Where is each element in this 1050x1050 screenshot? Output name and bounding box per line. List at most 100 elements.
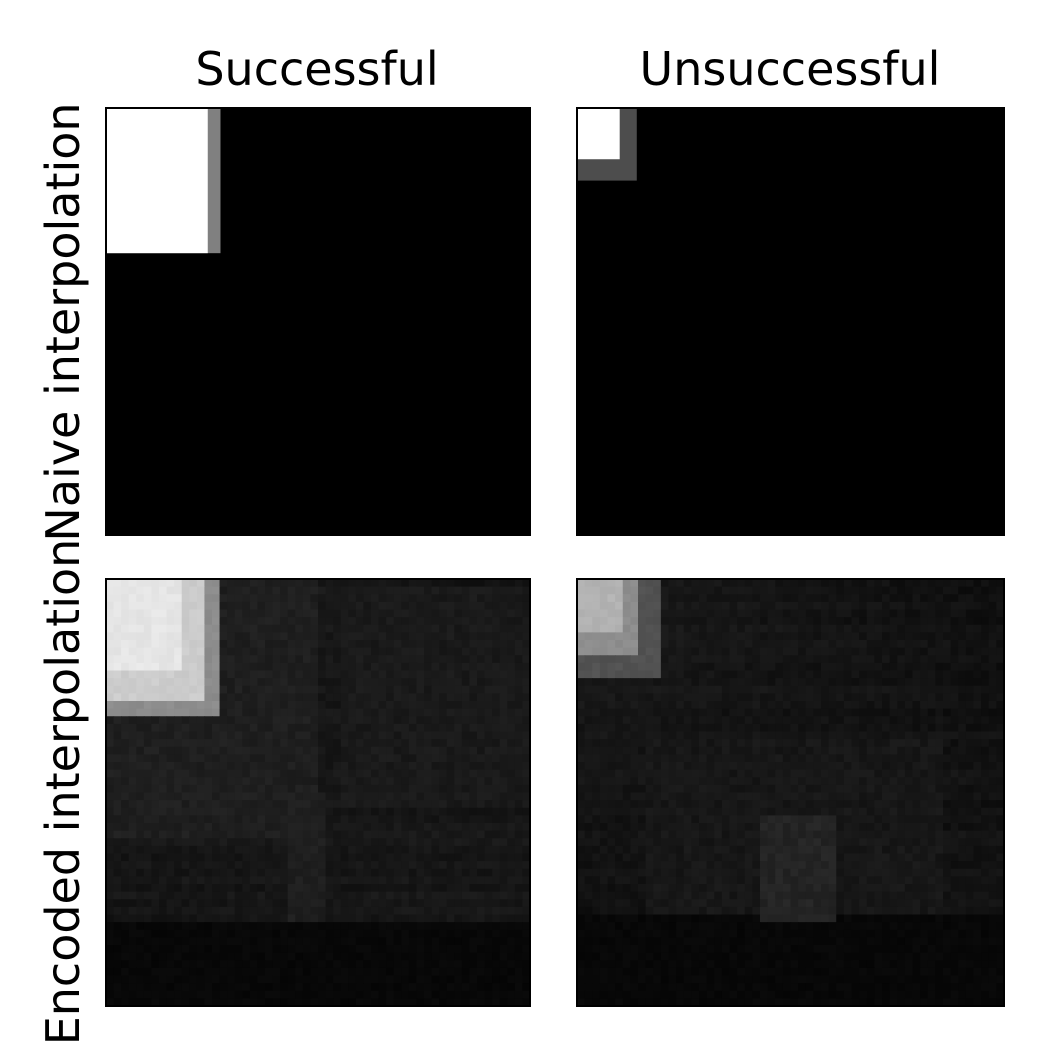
heatmap-cell <box>645 586 654 595</box>
heatmap-cell <box>257 777 266 786</box>
heatmap-cell <box>683 754 692 763</box>
heatmap-cell <box>431 876 440 885</box>
heatmap-cell <box>729 800 738 809</box>
heatmap-cell <box>348 845 357 855</box>
heatmap-cell <box>461 853 471 862</box>
heatmap-cell <box>676 777 685 786</box>
heatmap-cell <box>522 830 531 839</box>
heatmap-cell <box>683 731 692 740</box>
heatmap-cell <box>943 670 952 679</box>
heatmap-cell <box>408 960 418 969</box>
heatmap-cell <box>752 777 761 786</box>
heatmap-cell <box>737 670 746 679</box>
heatmap-cell <box>859 632 868 641</box>
heatmap-cell <box>607 693 616 702</box>
heatmap-cell <box>302 685 312 694</box>
heatmap-cell <box>615 792 624 801</box>
heatmap-cell <box>371 579 380 588</box>
heatmap-cell <box>782 693 792 702</box>
heatmap-cell <box>446 670 455 679</box>
heatmap-cell <box>401 777 410 786</box>
heatmap-cell <box>212 632 221 641</box>
heatmap-cell <box>393 647 402 656</box>
heatmap-cell <box>143 693 153 702</box>
heatmap-cell <box>106 876 115 885</box>
heatmap-cell <box>492 723 501 733</box>
heatmap-cell <box>996 640 1005 649</box>
heatmap-cell <box>927 792 936 801</box>
heatmap-cell <box>249 769 259 778</box>
heatmap-cell <box>318 815 327 824</box>
heatmap-cell <box>106 807 115 816</box>
heatmap-cell <box>371 632 380 641</box>
heatmap-cell <box>196 884 206 893</box>
heatmap-cell <box>507 990 516 999</box>
heatmap-cell <box>219 800 228 809</box>
heatmap-cell <box>744 777 753 786</box>
heatmap-cell <box>492 731 501 740</box>
heatmap-cell <box>242 967 251 977</box>
heatmap-cell <box>151 731 160 740</box>
heatmap-cell <box>204 701 213 710</box>
heatmap-cell <box>714 769 723 778</box>
heatmap-cell <box>143 945 153 954</box>
heatmap-cell <box>287 739 296 748</box>
heatmap-cell <box>302 975 312 984</box>
heatmap-cell <box>196 617 206 626</box>
heatmap-cell <box>584 662 593 672</box>
heatmap-cell <box>318 983 327 992</box>
heatmap-cell <box>798 586 807 595</box>
heatmap-cell <box>378 876 387 885</box>
heatmap-cell <box>401 792 410 801</box>
heatmap-cell <box>469 914 478 923</box>
heatmap-cell <box>151 640 160 649</box>
heatmap-cell <box>935 601 944 611</box>
heatmap-cell <box>577 655 586 664</box>
heatmap-cell <box>431 922 440 931</box>
heatmap-cell <box>166 716 175 725</box>
heatmap-cell <box>981 716 990 725</box>
heatmap-cell <box>492 899 501 908</box>
heatmap-cell <box>965 823 975 832</box>
heatmap-cell <box>507 952 516 961</box>
heatmap-cell <box>584 746 593 755</box>
heatmap-cell <box>408 739 418 748</box>
heatmap-cell <box>859 731 868 740</box>
heatmap-cell <box>287 662 296 672</box>
heatmap-cell <box>653 815 662 824</box>
heatmap-cell <box>401 769 410 778</box>
heatmap-cell <box>363 601 372 611</box>
heatmap-cell <box>630 647 639 656</box>
heatmap-cell <box>272 884 281 893</box>
heatmap-cell <box>174 678 183 687</box>
heatmap-cell <box>121 815 130 824</box>
heatmap-cell <box>348 952 357 961</box>
heatmap-cell <box>355 609 365 618</box>
heatmap-cell <box>577 601 586 611</box>
heatmap-cell <box>691 731 700 740</box>
heatmap-cell <box>638 762 647 771</box>
heatmap-cell <box>446 777 455 786</box>
heatmap-cell <box>866 731 875 740</box>
heatmap-cell <box>272 876 281 885</box>
heatmap-cell <box>295 853 304 862</box>
heatmap-cell <box>143 723 153 733</box>
heatmap-cell <box>484 685 493 694</box>
heatmap-cell <box>325 670 334 679</box>
heatmap-cell <box>181 662 190 672</box>
heatmap-cell <box>484 777 493 786</box>
heatmap-cell <box>318 922 327 931</box>
heatmap-cell <box>668 769 677 778</box>
heatmap-cell <box>638 586 647 595</box>
heatmap-cell <box>401 884 410 893</box>
heatmap-cell <box>622 647 631 656</box>
heatmap-cell <box>737 731 746 740</box>
heatmap-cell <box>461 960 471 969</box>
heatmap-cell <box>882 632 891 641</box>
heatmap-cell <box>219 861 228 870</box>
heatmap-cell <box>348 624 357 633</box>
heatmap-cell <box>744 640 753 649</box>
heatmap-cell <box>340 723 349 733</box>
heatmap-cell <box>630 754 639 763</box>
heatmap-cell <box>943 708 952 717</box>
